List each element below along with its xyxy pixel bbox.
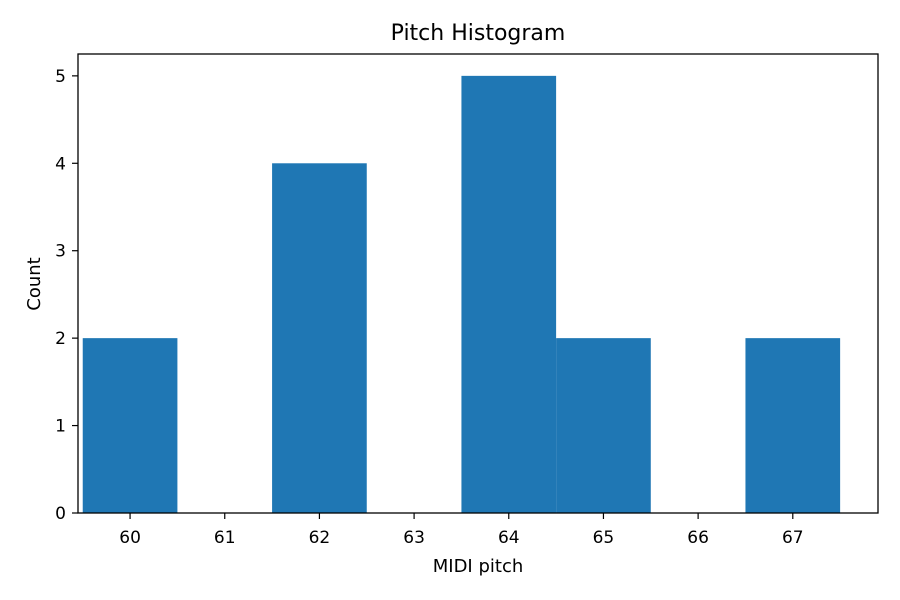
x-tick-label-64: 64 <box>498 528 520 548</box>
plot-area-frame <box>77 53 879 514</box>
x-tick-label-63: 63 <box>403 528 425 548</box>
y-axis-ticks: 0 1 2 3 4 5 <box>55 67 78 524</box>
y-tick-label-1: 1 <box>55 417 66 437</box>
y-axis-label: Count <box>24 257 45 310</box>
y-tick-label-2: 2 <box>55 329 66 349</box>
y-tick-label-3: 3 <box>55 242 66 262</box>
bar-67 <box>745 338 841 513</box>
bars-layer <box>82 75 841 514</box>
y-tick-label-0: 0 <box>55 504 66 524</box>
bar-60 <box>82 338 178 513</box>
bar-62 <box>272 163 367 514</box>
x-tick-label-61: 61 <box>214 528 236 548</box>
x-tick-label-65: 65 <box>593 528 615 548</box>
chart-title: Pitch Histogram <box>391 21 566 46</box>
x-axis-label: MIDI pitch <box>433 556 524 577</box>
x-tick-label-62: 62 <box>309 528 331 548</box>
x-tick-label-66: 66 <box>687 528 709 548</box>
x-tick-label-67: 67 <box>782 528 804 548</box>
y-tick-label-5: 5 <box>55 67 66 87</box>
bar-65 <box>556 338 651 513</box>
x-axis-ticks: 60 61 62 63 64 65 66 67 <box>119 513 804 548</box>
bar-64 <box>461 75 557 513</box>
y-tick-label-4: 4 <box>55 154 66 174</box>
x-tick-label-60: 60 <box>119 528 141 548</box>
